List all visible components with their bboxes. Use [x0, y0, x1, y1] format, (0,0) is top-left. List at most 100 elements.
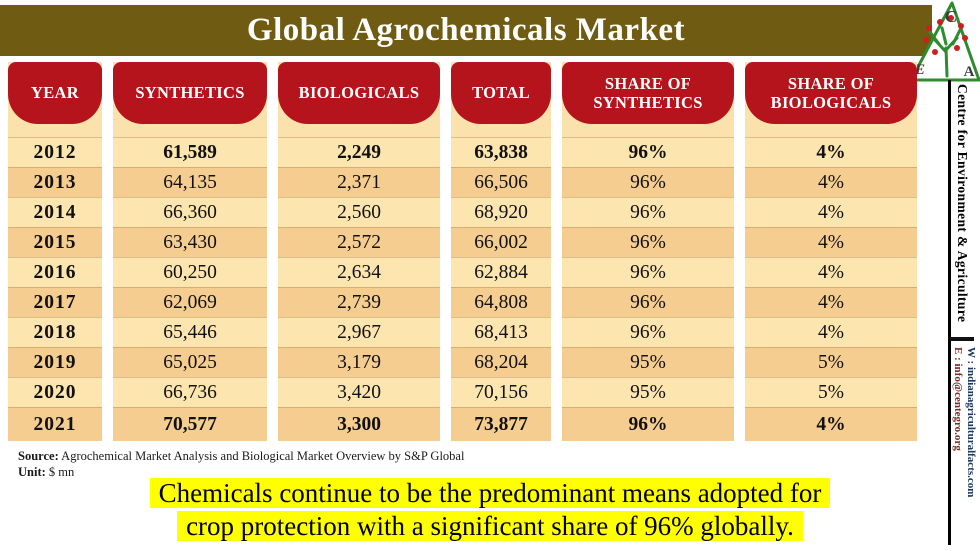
table-cell: 64,808	[451, 287, 551, 317]
table-cell: 65,446	[113, 317, 267, 347]
table-cell: 96%	[562, 317, 734, 347]
table-cell: 2,967	[278, 317, 440, 347]
table-cell: 96%	[562, 137, 734, 167]
table-cell: 73,877	[451, 407, 551, 441]
sidebar-divider-line	[948, 80, 951, 545]
table-cell: 2014	[8, 197, 102, 227]
table-cell: 66,002	[451, 227, 551, 257]
table-cell: 2012	[8, 137, 102, 167]
table-cell: 4%	[745, 227, 917, 257]
table-cell: 64,135	[113, 167, 267, 197]
table-cell: 96%	[562, 287, 734, 317]
table-cell: 4%	[745, 197, 917, 227]
table-cell: 62,884	[451, 257, 551, 287]
table-cell: 4%	[745, 167, 917, 197]
logo-letter-a: A	[964, 64, 975, 80]
table-cell: 96%	[562, 257, 734, 287]
table-cell: 68,204	[451, 347, 551, 377]
column-header: TOTAL	[451, 62, 551, 124]
table-cell: 2018	[8, 317, 102, 347]
table-column-share-of-synthetics: SHARE OF SYNTHETICS 96% 96% 96% 96% 96% 96% 96%…	[562, 62, 734, 441]
header-spacer	[8, 124, 102, 137]
table-cell: 2016	[8, 257, 102, 287]
table-cell: 2,739	[278, 287, 440, 317]
table-cell: 96%	[562, 227, 734, 257]
table-cell: 3,179	[278, 347, 440, 377]
cea-logo: C E A	[909, 1, 980, 82]
column-header: SYNTHETICS	[113, 62, 267, 124]
table-cell: 2015	[8, 227, 102, 257]
header-spacer	[451, 124, 551, 137]
table-cell: 5%	[745, 347, 917, 377]
table-cell: 61,589	[113, 137, 267, 167]
table-column-synthetics: SYNTHETICS 61,589 64,135 66,360 63,430 60,250…	[113, 62, 267, 441]
column-header: YEAR	[8, 62, 102, 124]
table-cell: 63,430	[113, 227, 267, 257]
table-cell: 2,249	[278, 137, 440, 167]
table-cell: 95%	[562, 377, 734, 407]
header-spacer	[278, 124, 440, 137]
contact-info: E : info@centegro.org W : indianagricult…	[952, 347, 977, 497]
table-column-biologicals: BIOLOGICALS 2,249 2,371 2,560 2,572 2,634 2,73…	[278, 62, 440, 441]
table-cell: 95%	[562, 347, 734, 377]
unit-line: Unit: $ mn	[18, 465, 464, 481]
note-line-1: Chemicals continue to be the predominant…	[60, 477, 920, 510]
table-cell: 65,025	[113, 347, 267, 377]
logo-letter-e: E	[914, 62, 925, 78]
title-bar: Global Agrochemicals Market	[0, 5, 932, 56]
source-text: Agrochemical Market Analysis and Biologi…	[58, 449, 465, 463]
header-spacer	[562, 124, 734, 137]
note-line-2: crop protection with a significant share…	[60, 510, 920, 543]
table-cell: 66,736	[113, 377, 267, 407]
table-cell: 62,069	[113, 287, 267, 317]
sidebar-separator	[950, 337, 974, 341]
tree-berries	[923, 15, 968, 55]
table-cell: 96%	[562, 167, 734, 197]
table-cell: 4%	[745, 407, 917, 441]
table-cell: 2,572	[278, 227, 440, 257]
table-cell: 4%	[745, 257, 917, 287]
table-cell: 4%	[745, 287, 917, 317]
column-header: SHARE OF BIOLOGICALS	[745, 62, 917, 124]
table-cell: 96%	[562, 407, 734, 441]
email-text: E : info@centegro.org	[952, 347, 964, 451]
market-table: YEAR 2012 2013 2014 2015 2016 2017 2018 2019 2020…	[8, 62, 917, 441]
table-cell: 68,920	[451, 197, 551, 227]
unit-label: Unit:	[18, 464, 46, 479]
header-spacer	[745, 124, 917, 137]
table-cell: 2,634	[278, 257, 440, 287]
page-title: Global Agrochemicals Market	[246, 12, 686, 48]
source-label: Source:	[18, 449, 59, 463]
table-cell: 2019	[8, 347, 102, 377]
source-line: Source: Agrochemical Market Analysis and…	[18, 449, 464, 465]
organization-name: Centre for Environment & Agriculture	[955, 84, 970, 323]
source-note: Source: Agrochemical Market Analysis and…	[18, 449, 464, 480]
table-cell: 63,838	[451, 137, 551, 167]
table-column-share-of-biologicals: SHARE OF BIOLOGICALS 4% 4% 4% 4% 4% 4% 4% 5% 5% 4%	[745, 62, 917, 441]
table-cell: 3,300	[278, 407, 440, 441]
table-cell: 5%	[745, 377, 917, 407]
unit-text: $ mn	[45, 464, 75, 479]
table-column-total: TOTAL 63,838 66,506 68,920 66,002 62,884 64,80…	[451, 62, 551, 441]
header-spacer	[113, 124, 267, 137]
table-cell: 68,413	[451, 317, 551, 347]
table-cell: 2021	[8, 407, 102, 441]
table-cell: 96%	[562, 197, 734, 227]
table-cell: 2,371	[278, 167, 440, 197]
table-cell: 2020	[8, 377, 102, 407]
table-cell: 70,577	[113, 407, 267, 441]
table-cell: 66,360	[113, 197, 267, 227]
tree-icon	[928, 26, 962, 78]
table-cell: 70,156	[451, 377, 551, 407]
table-cell: 4%	[745, 137, 917, 167]
column-header: BIOLOGICALS	[278, 62, 440, 124]
website-text: W : indianagriculturalfacts.com	[965, 347, 977, 498]
table-cell: 66,506	[451, 167, 551, 197]
table-cell: 2017	[8, 287, 102, 317]
table-cell: 4%	[745, 317, 917, 347]
table-column-year: YEAR 2012 2013 2014 2015 2016 2017 2018 2019 2020…	[8, 62, 102, 441]
table-cell: 60,250	[113, 257, 267, 287]
table-cell: 2,560	[278, 197, 440, 227]
column-header: SHARE OF SYNTHETICS	[562, 62, 734, 124]
